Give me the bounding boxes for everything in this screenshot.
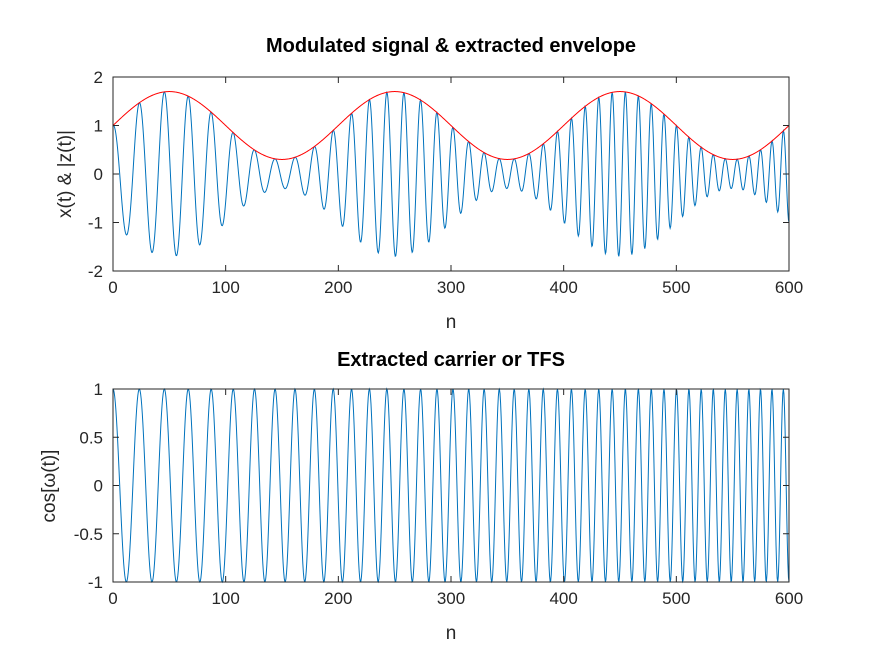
top-chart-x-tick-label: 0 [108,278,117,297]
top-chart-x-tick-label: 300 [437,278,465,297]
top-chart-title: Modulated signal & extracted envelope [266,35,636,57]
top-chart-x-label: n [446,312,457,333]
bottom-chart-x-tick-label: 400 [549,589,577,608]
top-chart-x-ticks: 0 100 200 300 400 500 600 [108,77,803,297]
top-chart-x-tick-label: 400 [549,278,577,297]
bottom-chart-y-tick-label: -1 [88,573,103,592]
bottom-chart-x-tick-label: 0 [108,589,117,608]
top-chart-y-ticks: -2 -1 0 1 2 [88,68,789,281]
top-chart-lines [112,90,790,258]
top-chart-y-tick-label: 1 [94,117,103,136]
bottom-chart-y-tick-label: 0.5 [79,428,103,447]
top-chart: Modulated signal & extracted envelope 0 1… [55,35,803,333]
top-chart-x-tick-label: 600 [775,278,803,297]
top-chart-x-tick-label: 500 [662,278,690,297]
top-chart-series-2-line [112,91,790,160]
top-chart-y-tick-label: -2 [88,262,103,281]
bottom-chart-x-ticks: 0 100 200 300 400 500 600 [108,389,803,608]
top-chart-x-tick-label: 200 [324,278,352,297]
bottom-chart-x-tick-label: 300 [437,589,465,608]
top-chart-y-tick-label: 0 [94,165,103,184]
top-chart-y-label: x(t) & |z(t)| [55,130,76,218]
bottom-chart-x-tick-label: 600 [775,589,803,608]
bottom-chart-y-label: cos[ω(t)] [39,450,60,523]
top-chart-y-tick-label: 2 [94,68,103,87]
bottom-chart: Extracted carrier or TFS 0 100 200 300 400 50… [39,349,803,644]
bottom-chart-title: Extracted carrier or TFS [337,349,565,371]
bottom-chart-y-tick-label: -0.5 [74,525,103,544]
bottom-chart-x-label: n [446,623,457,644]
top-chart-x-tick-label: 100 [211,278,239,297]
top-chart-y-tick-label: -1 [88,214,103,233]
bottom-chart-x-tick-label: 500 [662,589,690,608]
bottom-chart-x-tick-label: 200 [324,589,352,608]
bottom-chart-y-tick-label: 1 [94,380,103,399]
bottom-chart-y-ticks: -1 -0.5 0 0.5 1 [74,380,789,592]
bottom-chart-y-tick-label: 0 [94,477,103,496]
bottom-chart-x-tick-label: 100 [211,589,239,608]
